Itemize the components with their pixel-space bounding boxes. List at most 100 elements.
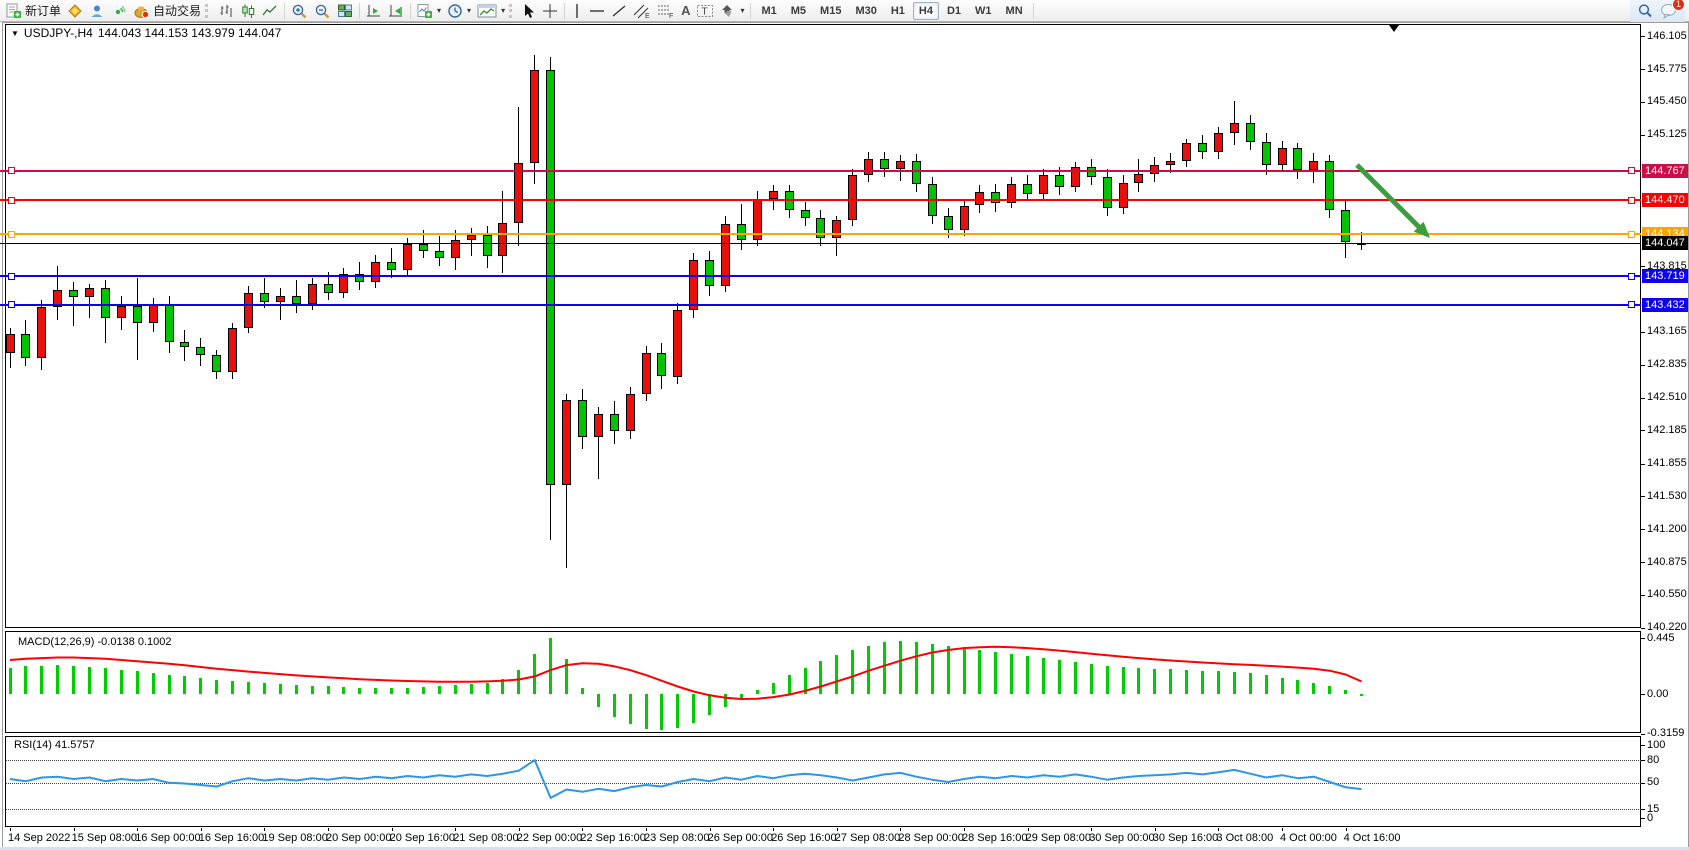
macd-histogram-bar <box>1216 671 1220 694</box>
rsi-scale-tick <box>1641 760 1645 762</box>
chart-shift-button[interactable] <box>385 1 407 21</box>
price-badge-144.767: 144.767 <box>1642 163 1688 178</box>
cursor-icon <box>522 3 536 19</box>
chart-shift-marker-icon[interactable] <box>1389 25 1399 32</box>
macd-scale-label: 0.445 <box>1647 631 1675 644</box>
metaeditor-button[interactable] <box>64 1 86 21</box>
timeframe-button-mn[interactable]: MN <box>1005 4 1023 17</box>
time-tick <box>1091 828 1093 831</box>
timeframe-button-w1[interactable]: W1 <box>975 4 992 17</box>
rsi-scale-tick <box>1641 809 1645 811</box>
macd-histogram-bar <box>1073 661 1077 694</box>
text-label-tool-button[interactable]: T <box>693 1 717 21</box>
arrows-tool-button[interactable]: ▾ <box>717 1 747 21</box>
community-button[interactable] <box>86 1 108 21</box>
price-tick-label: 141.530 <box>1647 489 1687 502</box>
candle-body <box>1182 143 1192 162</box>
main-price-pane[interactable] <box>5 24 1641 628</box>
macd-histogram-bar <box>119 670 123 694</box>
price-tick-label: 145.775 <box>1647 62 1687 75</box>
macd-histogram-bar <box>1296 680 1300 694</box>
candle-body <box>228 328 238 373</box>
rsi-pane[interactable] <box>5 736 1641 827</box>
candle-body <box>1245 123 1255 143</box>
search-button[interactable] <box>1634 1 1657 21</box>
candle-body <box>339 273 349 293</box>
equidistant-channel-tool-button[interactable]: E <box>630 1 654 21</box>
price-tick-label: 141.855 <box>1647 457 1687 470</box>
collapse-triangle-icon[interactable]: ▼ <box>11 28 19 38</box>
timeframe-button-m30[interactable]: M30 <box>855 4 877 17</box>
candle-body <box>37 307 47 359</box>
new-order-button[interactable]: 新订单 <box>3 1 64 21</box>
price-tick-label: 143.165 <box>1647 325 1687 338</box>
text-tool-button[interactable]: A <box>678 1 693 21</box>
horizontal-line-tool-button[interactable] <box>586 1 608 21</box>
tile-windows-button[interactable] <box>334 1 356 21</box>
timeframe-button-h1[interactable]: H1 <box>890 4 905 17</box>
candle-body <box>625 393 635 431</box>
candle-body <box>1134 174 1144 184</box>
price-tick-label: 142.510 <box>1647 391 1687 404</box>
zoom-out-button[interactable] <box>311 1 334 21</box>
timeframe-button-m1[interactable]: M1 <box>761 4 777 17</box>
line-handle <box>1628 230 1635 238</box>
timeframe-button-d1[interactable]: D1 <box>946 4 962 17</box>
macd-pane[interactable] <box>5 631 1641 733</box>
time-tick-label: 28 Sep 16:00 <box>962 832 1028 844</box>
macd-scale-label: -0.3159 <box>1647 727 1685 740</box>
cursor-tool-button[interactable] <box>519 1 539 21</box>
signals-button[interactable] <box>108 1 130 21</box>
bar-chart-button[interactable] <box>215 1 237 21</box>
new-chart-button[interactable]: ▾ <box>414 1 444 21</box>
zoom-in-button[interactable] <box>288 1 311 21</box>
auto-scroll-button[interactable] <box>363 1 385 21</box>
macd-histogram-bar <box>56 665 60 694</box>
macd-histogram-bar <box>1057 660 1061 694</box>
candle-body <box>832 219 842 238</box>
auto-trading-button[interactable]: 自动交易 <box>130 1 204 21</box>
macd-histogram-bar <box>358 687 362 694</box>
macd-histogram-bar <box>994 651 998 694</box>
zoom-out-icon <box>314 3 331 19</box>
rsi-scale-label: 15 <box>1647 802 1660 815</box>
time-tick-label: 29 Sep 08:00 <box>1025 832 1092 844</box>
macd-histogram-bar <box>310 685 314 694</box>
chart-title-bar[interactable]: ▼ USDJPY-,H4 144.043 144.153 143.979 144… <box>8 26 285 40</box>
timeframe-button-h4[interactable]: H4 <box>912 1 939 20</box>
macd-histogram-bar <box>199 678 203 694</box>
line-handle <box>8 301 15 309</box>
price-tick-label: 142.835 <box>1647 358 1687 371</box>
notification-count-badge: 1 <box>1672 0 1685 11</box>
templates-button[interactable]: ▾ <box>474 1 508 21</box>
time-tick-label: 3 Oct 08:00 <box>1216 832 1274 844</box>
macd-histogram-bar <box>421 687 425 694</box>
fibonacci-tool-button[interactable]: F <box>654 1 678 21</box>
vertical-line-tool-button[interactable] <box>568 1 586 21</box>
macd-histogram-bar <box>596 694 600 707</box>
price-tick <box>1641 36 1645 37</box>
macd-histogram-bar <box>342 687 346 694</box>
search-icon <box>1637 3 1654 19</box>
notifications-button[interactable]: 1 <box>1657 0 1685 21</box>
profiles-button[interactable]: ▾ <box>444 1 474 21</box>
macd-histogram-bar <box>1201 670 1204 694</box>
toolbar-separator <box>284 2 286 19</box>
trendline-icon <box>611 3 627 19</box>
macd-histogram-bar <box>692 694 696 723</box>
macd-histogram-bar <box>803 667 807 694</box>
line-chart-button[interactable] <box>259 1 281 21</box>
timeframe-button-m5[interactable]: M5 <box>790 4 807 17</box>
auto-trading-icon <box>133 3 150 19</box>
macd-histogram-bar <box>215 680 219 694</box>
candle-body <box>307 283 317 305</box>
candle-body <box>705 259 715 286</box>
text-label-icon: T <box>696 3 714 19</box>
macd-histogram-bar <box>1153 668 1157 694</box>
macd-histogram-bar <box>549 638 553 694</box>
candlestick-chart-button[interactable] <box>237 1 259 21</box>
timeframe-button-m15[interactable]: M15 <box>820 4 842 17</box>
trendline-tool-button[interactable] <box>608 1 630 21</box>
crosshair-tool-button[interactable] <box>539 1 561 21</box>
macd-histogram-bar <box>469 683 473 694</box>
